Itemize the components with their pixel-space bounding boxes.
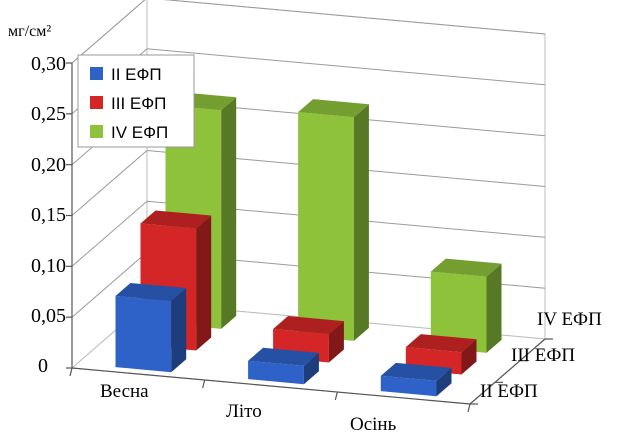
bar-side <box>486 263 502 353</box>
axes <box>66 62 553 413</box>
depth-label: III ЕФП <box>511 345 575 366</box>
category-label: Літо <box>226 401 262 422</box>
y-tick-label: 0,30 <box>31 53 66 75</box>
legend-swatch <box>90 96 103 109</box>
bar-top <box>248 347 319 366</box>
gridline <box>71 200 546 267</box>
bar <box>430 258 502 353</box>
legend-swatch <box>90 67 103 80</box>
gridline <box>71 0 546 64</box>
gridline <box>71 149 546 216</box>
category-label: Осінь <box>350 414 397 432</box>
depth-axis-line <box>469 338 546 405</box>
unit-label: мг/см² <box>8 23 51 40</box>
y-tick-label: 0,15 <box>31 204 66 226</box>
x-tick <box>467 403 471 413</box>
y-tick-label: 0,25 <box>31 103 66 125</box>
bar-front <box>430 271 487 353</box>
bar-side <box>221 97 237 329</box>
category-label: Весна <box>100 381 149 402</box>
bar-top <box>115 283 187 301</box>
bar-side <box>196 215 212 351</box>
bar-front <box>248 360 304 385</box>
bar-side <box>353 104 369 341</box>
bar-top <box>140 210 212 229</box>
bar <box>298 99 369 341</box>
x-tick <box>69 367 73 377</box>
bar-side <box>303 352 319 385</box>
bar-top <box>380 362 452 381</box>
bar <box>380 362 452 397</box>
bar-side <box>328 321 344 363</box>
legend-label: II ЕФП <box>111 65 162 84</box>
bar <box>115 283 187 373</box>
x-tick <box>202 379 206 389</box>
bar-front <box>380 375 437 397</box>
bars <box>115 92 502 397</box>
bar-top <box>273 316 344 335</box>
y-tick-label: 0,05 <box>31 305 66 327</box>
y-tick-label: 0,20 <box>31 154 66 176</box>
x-axis-line <box>71 367 471 405</box>
x-tick <box>334 391 338 401</box>
bar-top <box>298 99 369 118</box>
legend-swatch <box>90 125 103 138</box>
bar-top <box>430 258 502 277</box>
legend-label: III ЕФП <box>111 94 166 113</box>
depth-label: IV ЕФП <box>537 309 602 330</box>
bar <box>248 347 319 385</box>
depth-label: II ЕФП <box>480 381 538 402</box>
axis-labels: мг/см² 0 0,05 0,10 0,15 0,20 0,25 0,30 В… <box>8 23 602 432</box>
y-tick-label: 0,10 <box>31 255 66 277</box>
bar-side <box>436 367 452 397</box>
legend-label: IV ЕФП <box>111 123 168 142</box>
bar-side <box>461 339 477 375</box>
legend: II ЕФП III ЕФП IV ЕФП <box>77 54 195 148</box>
bar-side <box>171 288 187 373</box>
bar-front <box>298 112 354 341</box>
bar-front <box>115 296 172 373</box>
bar-top <box>405 334 477 353</box>
y-tick-label: 0 <box>38 355 48 377</box>
